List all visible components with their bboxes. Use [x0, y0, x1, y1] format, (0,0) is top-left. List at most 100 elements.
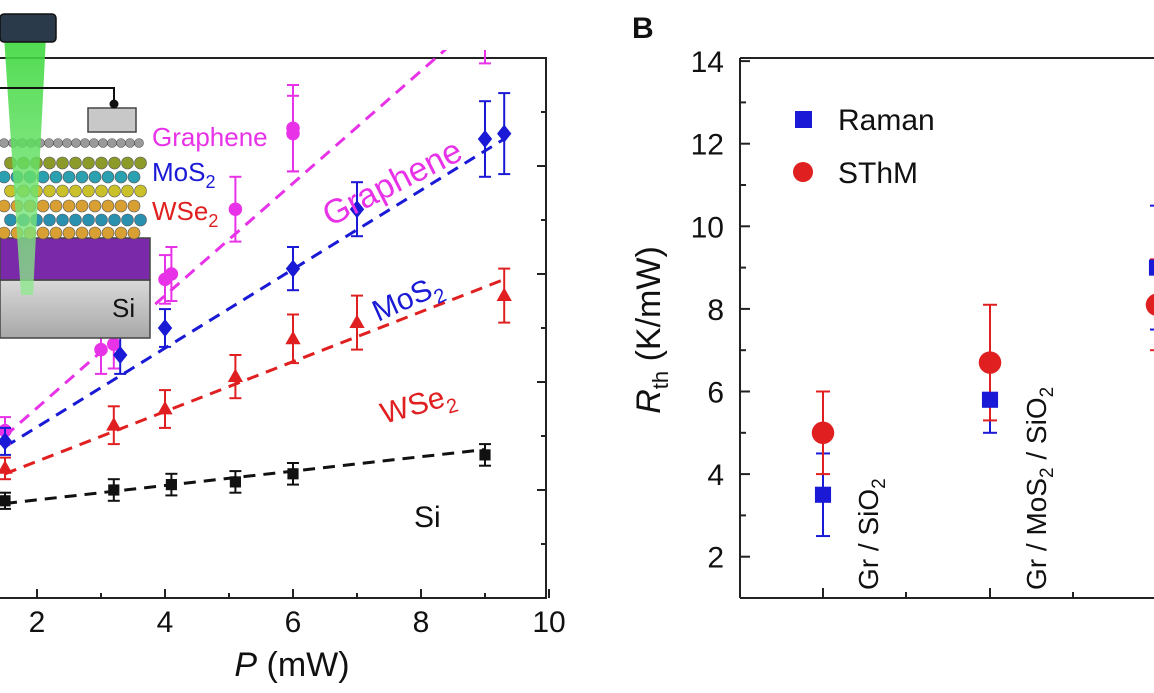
inset-atom — [56, 156, 69, 170]
chart-a-x-axis-label: P (mW) — [234, 646, 349, 684]
inset-atom — [121, 156, 134, 170]
data-point-raman — [814, 486, 832, 503]
inset-label-mos2: MoS2 — [152, 157, 215, 192]
inset-atom — [56, 213, 69, 227]
error-bar-graphene — [479, 0, 491, 42]
inset-atom — [134, 213, 147, 227]
inset-atom — [62, 138, 72, 148]
fit-line-si — [4, 448, 486, 505]
inset-atom — [127, 199, 141, 213]
chart-a-x-tick-label: 4 — [157, 606, 174, 639]
data-point-mos2 — [0, 432, 13, 451]
data-point-wse2 — [496, 287, 512, 301]
inset-atom — [134, 138, 144, 148]
chart-a: 2 4 6 8 10 P (mW) Graphene MoS2 WSe2 Si Si G… — [0, 0, 566, 684]
inset-atom — [127, 226, 141, 240]
chart-b: B 2 4 6 8 10 12 14 Rth (K/mW) Raman SThM Gr / … — [630, 12, 1154, 599]
data-point-wse2 — [349, 314, 365, 328]
inset-atom — [43, 156, 56, 170]
inset-atom — [121, 184, 134, 198]
chart-a-x-ticks: 2 4 6 8 10 — [29, 589, 566, 639]
chart-a-x-tick-label: 2 — [29, 606, 46, 639]
inset-atom — [0, 170, 11, 184]
inset-atom — [0, 138, 9, 148]
inset-atom — [69, 213, 82, 227]
inset-atom — [62, 226, 76, 240]
data-point-graphene — [286, 121, 300, 135]
series-label-graphene: Graphene — [316, 132, 468, 235]
data-point-wse2 — [0, 460, 13, 474]
legend-raman-label: Raman — [838, 104, 935, 137]
inset-atom — [127, 170, 141, 184]
inset-atom — [101, 170, 115, 184]
data-point-wse2 — [285, 330, 301, 345]
data-point-si — [229, 476, 241, 488]
data-point-graphene — [164, 267, 179, 281]
data-point-wse2 — [157, 400, 173, 415]
data-point-sthm — [1145, 293, 1154, 316]
inset-atom — [53, 138, 63, 148]
inset-atom — [108, 213, 121, 227]
inset-atom — [116, 138, 126, 148]
inset-atom — [80, 138, 90, 148]
inset-schematic: Si Graphene MoS2 WSe2 — [0, 13, 268, 339]
fit-line-graphene — [4, 50, 448, 438]
data-point-si — [165, 479, 177, 491]
inset-atom — [75, 226, 89, 240]
inset-atom — [49, 199, 63, 213]
inset-atom — [114, 199, 128, 213]
data-point-graphene — [107, 337, 121, 351]
inset-atom — [114, 226, 128, 240]
inset-si-label: Si — [112, 293, 135, 323]
data-point-mos2 — [349, 200, 365, 219]
chart-a-right-ticks — [537, 111, 546, 545]
chart-a-fit-lines — [4, 50, 505, 505]
error-bar-graphene — [479, 50, 491, 65]
inset-atom — [62, 199, 76, 213]
chart-b-y-tick-label: 2 — [707, 542, 724, 575]
chart-b-y-tick-label: 12 — [691, 129, 724, 162]
data-point-raman — [1148, 259, 1154, 276]
error-bar-raman — [1150, 204, 1154, 331]
panel-b-label: B — [632, 12, 654, 45]
legend-sthm-label: SThM — [838, 157, 918, 190]
inset-atom — [36, 226, 50, 240]
inset-atom — [56, 184, 69, 198]
inset-atom — [134, 156, 147, 170]
data-point-si — [0, 495, 11, 507]
data-point-graphene — [228, 202, 243, 216]
inset-atom — [101, 226, 115, 240]
inset-atom — [75, 170, 89, 184]
inset-atom — [69, 184, 82, 198]
chart-b-y-ticks: 2 4 6 8 10 12 14 — [691, 46, 750, 575]
inset-atom — [108, 156, 121, 170]
data-point-si — [108, 484, 120, 496]
inset-atom — [95, 184, 108, 198]
data-point-mos2 — [285, 259, 301, 278]
data-point-si — [479, 449, 491, 461]
inset-atom — [69, 156, 82, 170]
inset-atom — [75, 199, 89, 213]
inset-atom — [44, 138, 54, 148]
inset-atom — [4, 213, 17, 227]
fit-line-mos2 — [4, 137, 505, 449]
inset-laser-beam — [4, 36, 46, 295]
inset-atom — [82, 213, 95, 227]
inset-electrode — [87, 107, 137, 133]
inset-atom — [88, 226, 102, 240]
chart-a-x-tick-label: 6 — [285, 606, 302, 639]
inset-atom — [108, 184, 121, 198]
chart-b-y-tick-label: 10 — [691, 211, 724, 244]
data-point-sthm — [978, 351, 1002, 374]
inset-atom — [107, 138, 117, 148]
inset-atom — [43, 213, 56, 227]
inset-atom — [95, 156, 108, 170]
legend-raman-marker — [795, 111, 812, 128]
inset-atom — [82, 184, 95, 198]
data-point-mos2 — [477, 130, 493, 148]
inset-objective-lens — [0, 13, 57, 43]
inset-atom — [82, 156, 95, 170]
inset-atom — [71, 138, 81, 148]
inset-atom — [36, 199, 50, 213]
